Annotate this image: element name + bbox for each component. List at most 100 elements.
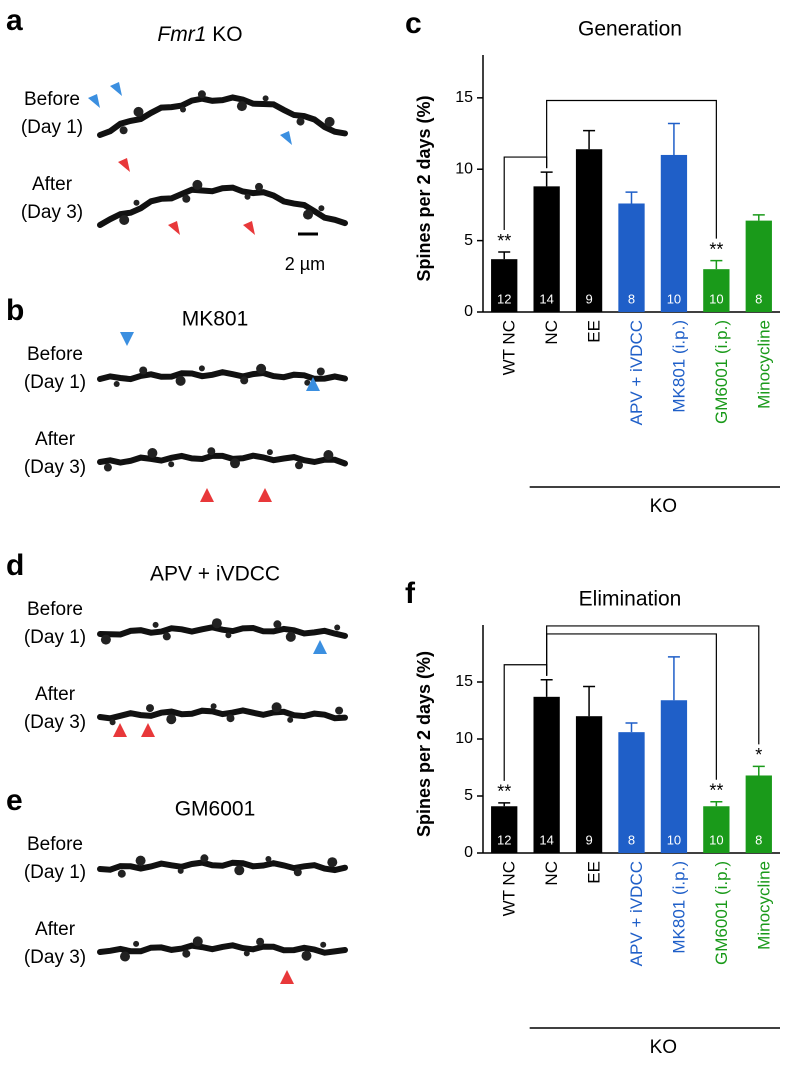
y-tick-label: 0 [464, 844, 473, 861]
error-bar [540, 678, 553, 697]
spine [256, 363, 267, 374]
spine [293, 868, 302, 877]
arrowhead [168, 221, 180, 235]
after-label: (Day 3) [21, 202, 83, 223]
spine [119, 126, 128, 135]
spine [243, 950, 250, 957]
n-label: 8 [628, 291, 635, 306]
x-tick-label: EE [585, 861, 604, 884]
x-tick-label: EE [585, 320, 604, 343]
dendrite [97, 94, 348, 138]
spine [320, 941, 327, 948]
spine [234, 865, 245, 876]
arrowhead [120, 332, 134, 346]
error-bar [540, 171, 553, 187]
arrowhead [243, 221, 255, 235]
spine [265, 856, 272, 862]
spine [177, 867, 184, 874]
bar [618, 203, 645, 312]
y-axis-label: Spines per 2 days (%) [414, 95, 434, 281]
spine [162, 632, 171, 641]
x-tick-label: MK801 (i.p.) [669, 320, 688, 413]
panel-title-rest: KO [212, 23, 242, 46]
x-tick-label: Minocycline [754, 861, 773, 950]
comparison-bracket [546, 99, 717, 239]
panel-letter: f [405, 577, 416, 610]
spine [296, 117, 305, 126]
spine [180, 106, 186, 113]
dendrite [97, 184, 348, 228]
dendrite [97, 707, 348, 722]
x-tick-label: Minocycline [754, 320, 773, 409]
error-bar [710, 259, 723, 270]
dendrite [97, 624, 348, 639]
after-label: After [32, 174, 73, 195]
spine [295, 461, 303, 470]
panel-title: Fmr1 KO [157, 23, 242, 46]
spine [323, 450, 334, 460]
n-label: 9 [585, 832, 592, 847]
bar [533, 186, 560, 312]
arrowhead [280, 970, 294, 984]
dendrite [97, 452, 348, 467]
spine [166, 714, 177, 725]
arrowhead [113, 723, 127, 737]
spine [285, 631, 296, 642]
x-tick-label: APV + iVDCC [627, 861, 646, 966]
error-bar [667, 656, 680, 701]
chart-title: Generation [578, 18, 682, 41]
before-label: Before [27, 344, 83, 365]
n-label: 8 [755, 291, 762, 306]
y-tick-label: 0 [464, 303, 473, 320]
spine [192, 179, 203, 190]
before-label: (Day 1) [21, 117, 83, 138]
spine [304, 379, 311, 386]
spine [327, 857, 338, 868]
error-bar [583, 129, 596, 150]
panel-title-italic: Fmr1 [157, 23, 206, 46]
x-tick-label: NC [542, 320, 561, 345]
spine [207, 447, 216, 456]
spine [133, 940, 140, 947]
after-label: (Day 3) [24, 947, 86, 968]
panel-letter: a [6, 4, 23, 37]
n-label: 14 [539, 832, 553, 847]
x-tick-label: APV + iVDCC [627, 320, 646, 425]
spine [139, 366, 148, 375]
arrowhead [118, 158, 130, 172]
spine [335, 706, 344, 715]
bar [745, 775, 772, 853]
spine [200, 854, 209, 863]
n-label: 10 [667, 291, 681, 306]
before-label: (Day 1) [24, 627, 86, 648]
y-tick-label: 5 [464, 787, 473, 804]
after-label: (Day 3) [24, 457, 86, 478]
error-bar [625, 191, 638, 204]
bar [618, 732, 645, 853]
spine [211, 618, 222, 629]
panel-title: MK801 [182, 308, 249, 331]
before-label: (Day 1) [24, 372, 86, 393]
spine [133, 199, 140, 206]
spine [334, 624, 341, 631]
spine [266, 449, 273, 456]
spine [100, 634, 111, 645]
after-label: (Day 3) [24, 712, 86, 733]
x-tick-label: WT NC [500, 320, 519, 375]
arrowhead [88, 94, 100, 108]
spine [147, 448, 158, 458]
spine [192, 936, 203, 947]
panel-title: GM6001 [175, 798, 256, 821]
spine [210, 703, 217, 710]
dendrite [97, 859, 348, 874]
n-label: 10 [667, 832, 681, 847]
dendrite [97, 369, 348, 383]
comparison-bracket [546, 625, 760, 745]
spine [255, 182, 263, 191]
spine [273, 620, 282, 629]
arrowhead [200, 488, 214, 502]
before-label: Before [27, 834, 83, 855]
error-bar [583, 685, 596, 717]
significance: ** [497, 231, 511, 251]
